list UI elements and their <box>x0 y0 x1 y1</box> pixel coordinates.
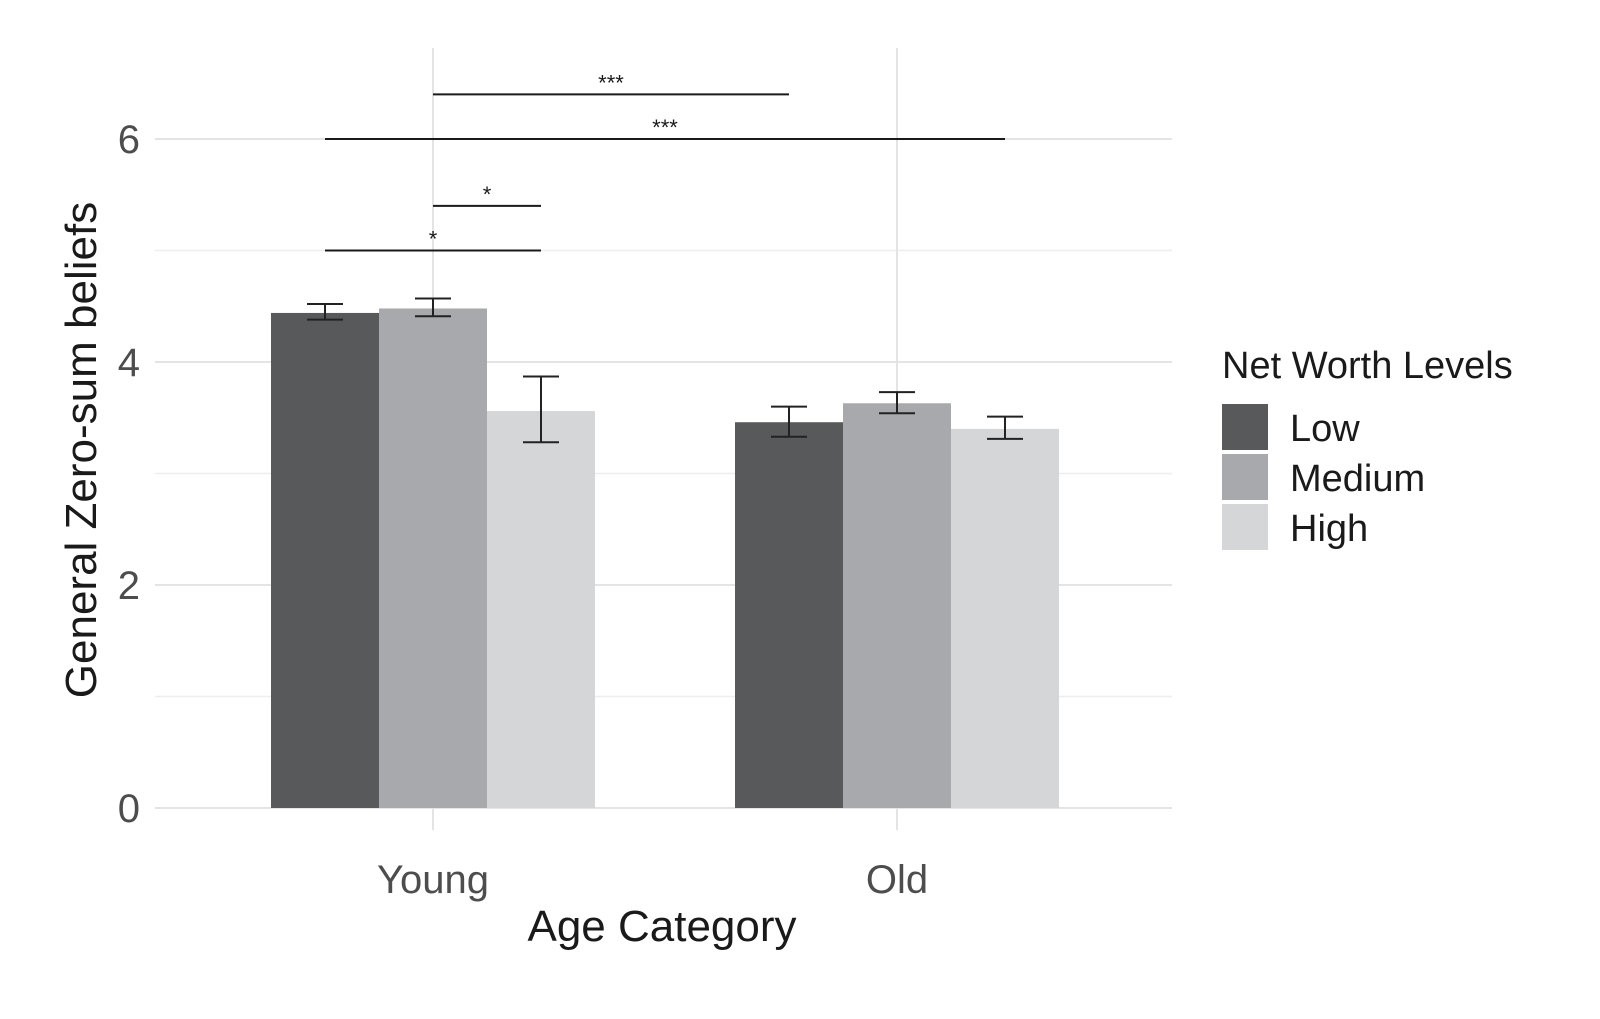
x-axis-ticks: Young Old <box>377 858 928 902</box>
bar <box>951 428 1059 808</box>
bar <box>271 312 379 808</box>
significance-label: * <box>483 182 492 207</box>
significance-label: * <box>429 227 438 252</box>
legend-label: Low <box>1290 408 1360 450</box>
bar <box>487 411 595 808</box>
significance-label: *** <box>598 70 624 95</box>
legend-title: Net Worth Levels <box>1222 345 1513 387</box>
legend-label: Medium <box>1290 458 1425 500</box>
legend: Net Worth Levels Low Medium High <box>1222 345 1513 550</box>
significance-label: *** <box>652 115 678 140</box>
significance-brackets: ******** <box>325 70 1005 252</box>
bar <box>843 403 951 808</box>
legend-items: Low Medium High <box>1222 404 1425 550</box>
x-tick-label: Young <box>377 858 489 902</box>
y-axis-title: General Zero-sum beliefs <box>57 202 106 698</box>
legend-label: High <box>1290 508 1368 550</box>
legend-swatch <box>1222 504 1268 550</box>
legend-swatch <box>1222 404 1268 450</box>
x-axis-title: Age Category <box>527 902 796 951</box>
y-tick-label: 4 <box>118 341 140 385</box>
error-bars <box>307 297 1023 444</box>
bar <box>735 422 843 808</box>
bars <box>271 308 1059 808</box>
y-tick-label: 6 <box>118 118 140 162</box>
x-tick-label: Old <box>866 858 928 902</box>
legend-swatch <box>1222 454 1268 500</box>
y-tick-label: 2 <box>118 564 140 608</box>
y-axis-ticks: 0 2 4 6 <box>118 118 140 831</box>
y-tick-label: 0 <box>118 787 140 831</box>
bar <box>379 308 487 808</box>
